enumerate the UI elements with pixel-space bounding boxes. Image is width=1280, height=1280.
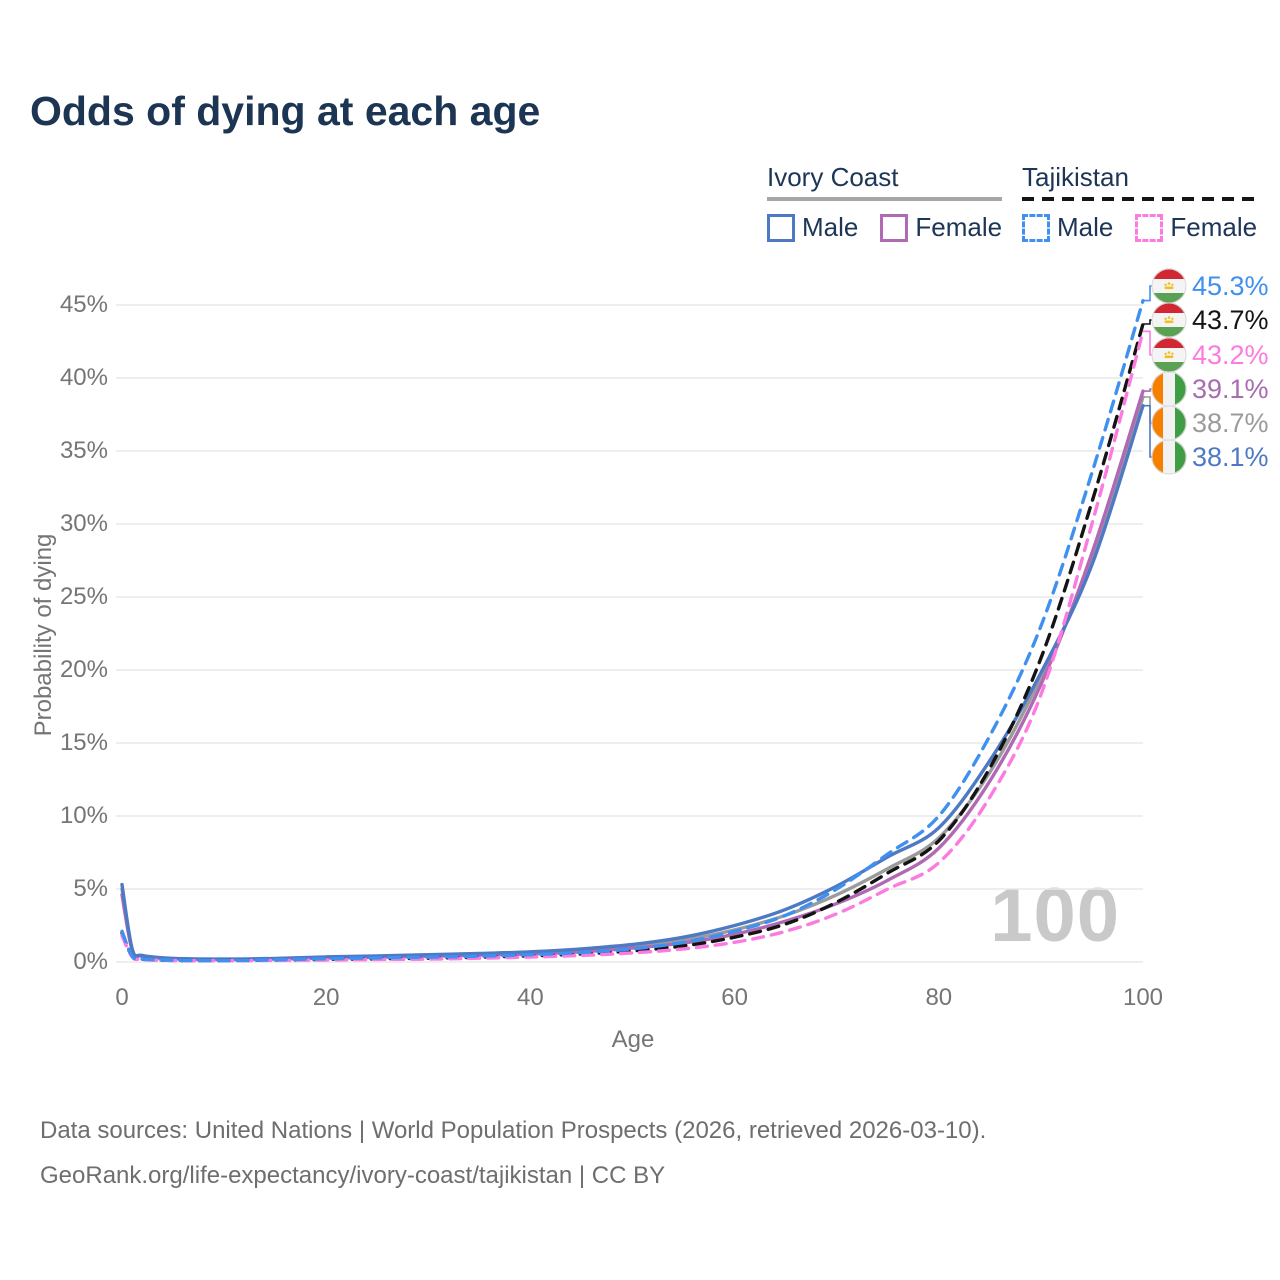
end-label-connector xyxy=(1143,388,1152,392)
y-tick-label: 5% xyxy=(73,875,108,902)
end-label-connector xyxy=(1143,330,1152,356)
legend-item-tajikistan-female[interactable]: Female xyxy=(1135,212,1257,243)
tajikistan-flag-icon xyxy=(1151,268,1187,304)
legend-country-line-sample xyxy=(1022,197,1258,201)
y-tick-label: 45% xyxy=(59,291,108,318)
footer-attribution: GeoRank.org/life-expectancy/ivory-coast/… xyxy=(40,1162,666,1189)
legend-item-label: Male xyxy=(802,212,859,242)
ivory-coast-flag-icon xyxy=(1151,439,1187,475)
end-label-row: 38.1% xyxy=(1151,439,1269,475)
end-value-label: 43.7% xyxy=(1192,304,1269,335)
end-label-connector xyxy=(1143,404,1152,458)
legend-item-ivory-coast-female[interactable]: Female xyxy=(880,212,1002,243)
series-line-ivory-coast-male xyxy=(120,404,1145,961)
x-tick-label: 20 xyxy=(312,984,340,1011)
legend-country-label: Tajikistan xyxy=(1022,162,1129,192)
ivory-coast-flag-icon xyxy=(1151,371,1187,407)
legend-swatch xyxy=(1135,213,1164,242)
y-tick-label: 0% xyxy=(73,948,108,975)
end-value-label: 45.3% xyxy=(1192,270,1269,301)
end-label-connector xyxy=(1143,285,1152,302)
legend-item-tajikistan-male[interactable]: Male xyxy=(1022,212,1113,243)
y-tick-label: 15% xyxy=(59,729,108,756)
age-counter-watermark: 100 xyxy=(990,873,1120,958)
x-tick-label: 100 xyxy=(1122,984,1164,1011)
end-label-row: 45.3% xyxy=(1151,268,1269,304)
end-label-row: 43.7% xyxy=(1151,302,1269,338)
end-label-row: 39.1% xyxy=(1151,371,1269,407)
legend-item-label: Male xyxy=(1057,212,1114,242)
end-label-row: 38.7% xyxy=(1151,405,1269,441)
footer-sources: Data sources: United Nations | World Pop… xyxy=(40,1117,987,1144)
series-line-ivory-coast-female xyxy=(120,389,1145,962)
legend-group-tajikistan: Tajikistan Male Female xyxy=(1022,162,1258,243)
y-tick-label: 10% xyxy=(59,802,108,829)
end-value-label: 38.7% xyxy=(1192,407,1269,438)
page-title: Odds of dying at each age xyxy=(30,88,541,134)
x-tick-label: 40 xyxy=(517,984,544,1011)
legend-swatch xyxy=(880,213,909,242)
legend-item-ivory-coast-male[interactable]: Male xyxy=(767,212,858,243)
end-label-row: 43.2% xyxy=(1151,337,1269,373)
series-line-tajikistan-female xyxy=(120,329,1145,963)
y-tick-label: 25% xyxy=(59,583,108,610)
legend-swatch xyxy=(1022,213,1050,242)
legend-swatch xyxy=(767,213,795,242)
y-tick-label: 40% xyxy=(59,364,108,391)
end-value-label: 38.1% xyxy=(1192,441,1269,472)
tajikistan-flag-icon xyxy=(1151,302,1187,338)
y-tick-label: 30% xyxy=(59,510,108,537)
x-tick-label: 60 xyxy=(721,984,748,1011)
legend-country-label: Ivory Coast xyxy=(767,162,899,192)
ivory-coast-flag-icon xyxy=(1151,405,1187,441)
series-line-ivory-coast-average xyxy=(120,395,1145,961)
legend-country-line-sample xyxy=(767,197,1003,201)
legend-item-label: Female xyxy=(915,212,1003,242)
y-tick-label: 20% xyxy=(59,656,108,683)
end-value-label: 43.2% xyxy=(1192,339,1269,370)
footer: Data sources: United Nations | World Pop… xyxy=(40,1108,986,1198)
series-line-tajikistan-male xyxy=(120,298,1145,963)
x-tick-label: 80 xyxy=(925,984,953,1011)
plot-area[interactable] xyxy=(0,0,1280,1080)
tajikistan-flag-icon xyxy=(1151,337,1187,373)
end-value-label: 39.1% xyxy=(1192,373,1269,404)
end-label-connector xyxy=(1143,319,1152,325)
series-line-tajikistan-average xyxy=(120,322,1145,963)
legend-item-label: Female xyxy=(1170,212,1258,242)
x-tick-label: 0 xyxy=(115,984,129,1011)
x-axis-title: Age xyxy=(611,1026,655,1053)
y-tick-label: 35% xyxy=(59,437,108,464)
legend-group-ivory-coast: Ivory Coast Male Female xyxy=(767,162,1003,243)
